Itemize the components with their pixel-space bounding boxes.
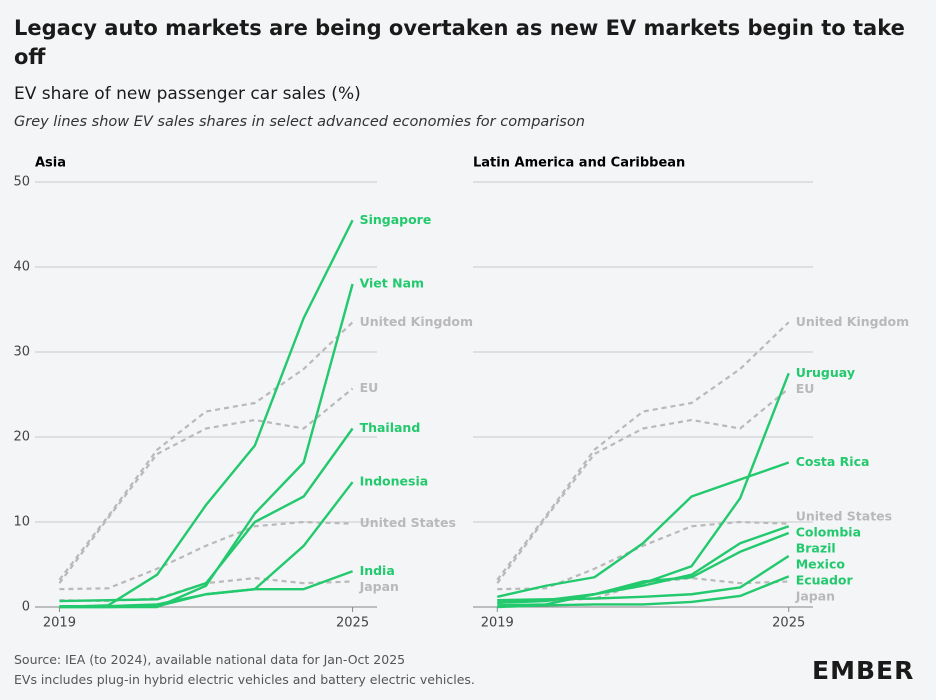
series-line	[59, 219, 354, 609]
series-label: Viet Nam	[360, 276, 424, 291]
comparison-line	[497, 520, 789, 591]
subtitle: EV share of new passenger car sales (%)	[14, 84, 361, 104]
series-label: Ecuador	[796, 573, 854, 588]
series-label: United Kingdom	[360, 314, 473, 329]
series-line	[497, 525, 790, 604]
series-label: Singapore	[360, 212, 432, 227]
comparison-line	[59, 520, 353, 591]
y-tick-label: 0	[22, 600, 30, 615]
x-tick-label: 2025	[772, 616, 805, 631]
series-label: United States	[360, 515, 456, 530]
x-tick-label: 2019	[43, 616, 76, 631]
series-line	[497, 372, 790, 604]
x-tick-label: 2019	[481, 616, 514, 631]
y-tick-label: 50	[13, 175, 30, 190]
series-line	[497, 461, 790, 598]
series-label: Japan	[795, 589, 835, 604]
series-label: India	[360, 563, 395, 578]
source: Source: IEA (to 2024), available nationa…	[14, 652, 406, 667]
panel-title: Asia	[35, 156, 66, 171]
series-label: United States	[796, 509, 892, 524]
series-label: EU	[360, 380, 379, 395]
y-tick-label: 30	[13, 345, 30, 360]
series-line	[59, 570, 353, 608]
title: Legacy auto markets are being overtaken …	[14, 16, 905, 69]
y-tick-label: 20	[13, 430, 30, 445]
panel-title: Latin America and Caribbean	[473, 156, 685, 171]
series-line	[497, 554, 790, 602]
series-label: Brazil	[796, 541, 836, 556]
series-label: Costa Rica	[796, 454, 870, 469]
series-label: Japan	[359, 579, 399, 594]
note: Grey lines show EV sales shares in selec…	[14, 114, 585, 130]
comparison-line	[58, 387, 354, 584]
series-label: Colombia	[796, 525, 861, 540]
series-line	[59, 427, 354, 603]
series-label: Thailand	[360, 420, 421, 435]
series-line	[59, 283, 354, 609]
logo: EMBER	[812, 656, 915, 685]
series-label: Uruguay	[796, 365, 855, 380]
x-tick-label: 2025	[336, 616, 369, 631]
comparison-line	[496, 387, 790, 584]
series-label: Mexico	[796, 557, 846, 572]
comparison-line	[58, 321, 354, 581]
series-label: United Kingdom	[796, 314, 909, 329]
series-label: EU	[796, 381, 815, 396]
series-line	[497, 575, 790, 609]
series-label: Indonesia	[360, 474, 429, 489]
footnote: EVs includes plug-in hybrid electric veh…	[14, 672, 475, 687]
y-tick-label: 10	[13, 515, 30, 530]
y-tick-label: 40	[13, 260, 30, 275]
